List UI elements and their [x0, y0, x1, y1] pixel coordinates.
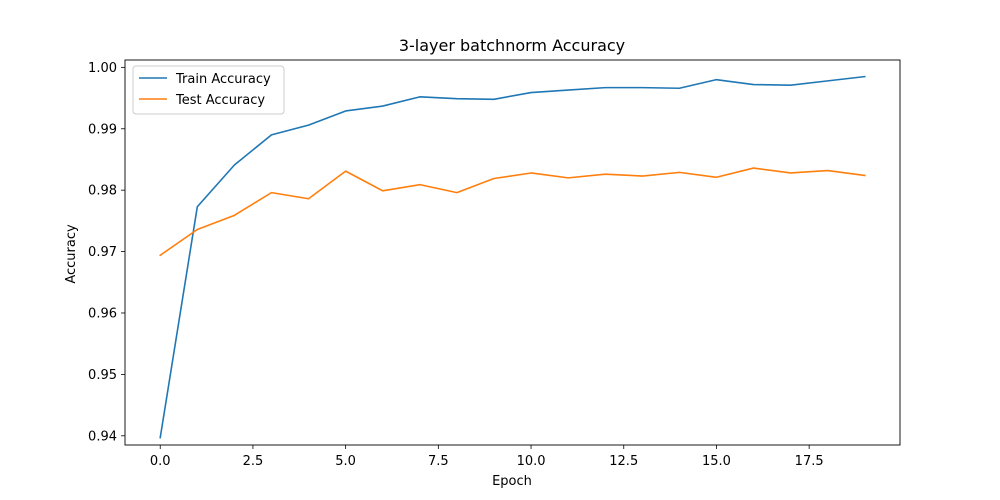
x-axis-label: Epoch	[492, 474, 532, 489]
legend-label-test: Test Accuracy	[175, 93, 265, 108]
legend-label-train: Train Accuracy	[175, 72, 271, 87]
y-tick-label: 0.97	[88, 245, 117, 260]
x-axis: 0.0 2.5 5.0 7.5 10.0 12.5 15.0 17.5	[150, 445, 824, 469]
y-tick-label: 1.00	[88, 61, 117, 76]
x-tick-label: 10.0	[517, 454, 546, 469]
series-line-train	[159, 75, 866, 439]
x-tick-label: 15.0	[702, 454, 731, 469]
x-tick-label: 17.5	[795, 454, 824, 469]
y-tick-label: 0.98	[88, 184, 117, 199]
x-tick-label: 0.0	[150, 454, 171, 469]
y-tick-label: 0.96	[88, 306, 117, 321]
x-tick-label: 7.5	[428, 454, 449, 469]
y-tick-label: 0.94	[88, 429, 117, 444]
y-axis-label: Accuracy	[64, 224, 79, 284]
chart-title: 3-layer batchnorm Accuracy	[399, 36, 625, 55]
y-tick-label: 0.99	[88, 122, 117, 137]
legend-box	[132, 65, 285, 115]
x-tick-label: 2.5	[243, 454, 264, 469]
x-tick-label: 5.0	[335, 454, 356, 469]
y-axis: 0.94 0.95 0.96 0.97 0.98 0.99 1.00	[88, 61, 125, 444]
x-tick-label: 12.5	[609, 454, 638, 469]
y-tick-label: 0.95	[88, 368, 117, 383]
plot-area	[124, 59, 901, 446]
plot-frame	[124, 59, 901, 446]
series-line-test	[159, 167, 866, 257]
legend: Train Accuracy Test Accuracy	[132, 65, 285, 115]
